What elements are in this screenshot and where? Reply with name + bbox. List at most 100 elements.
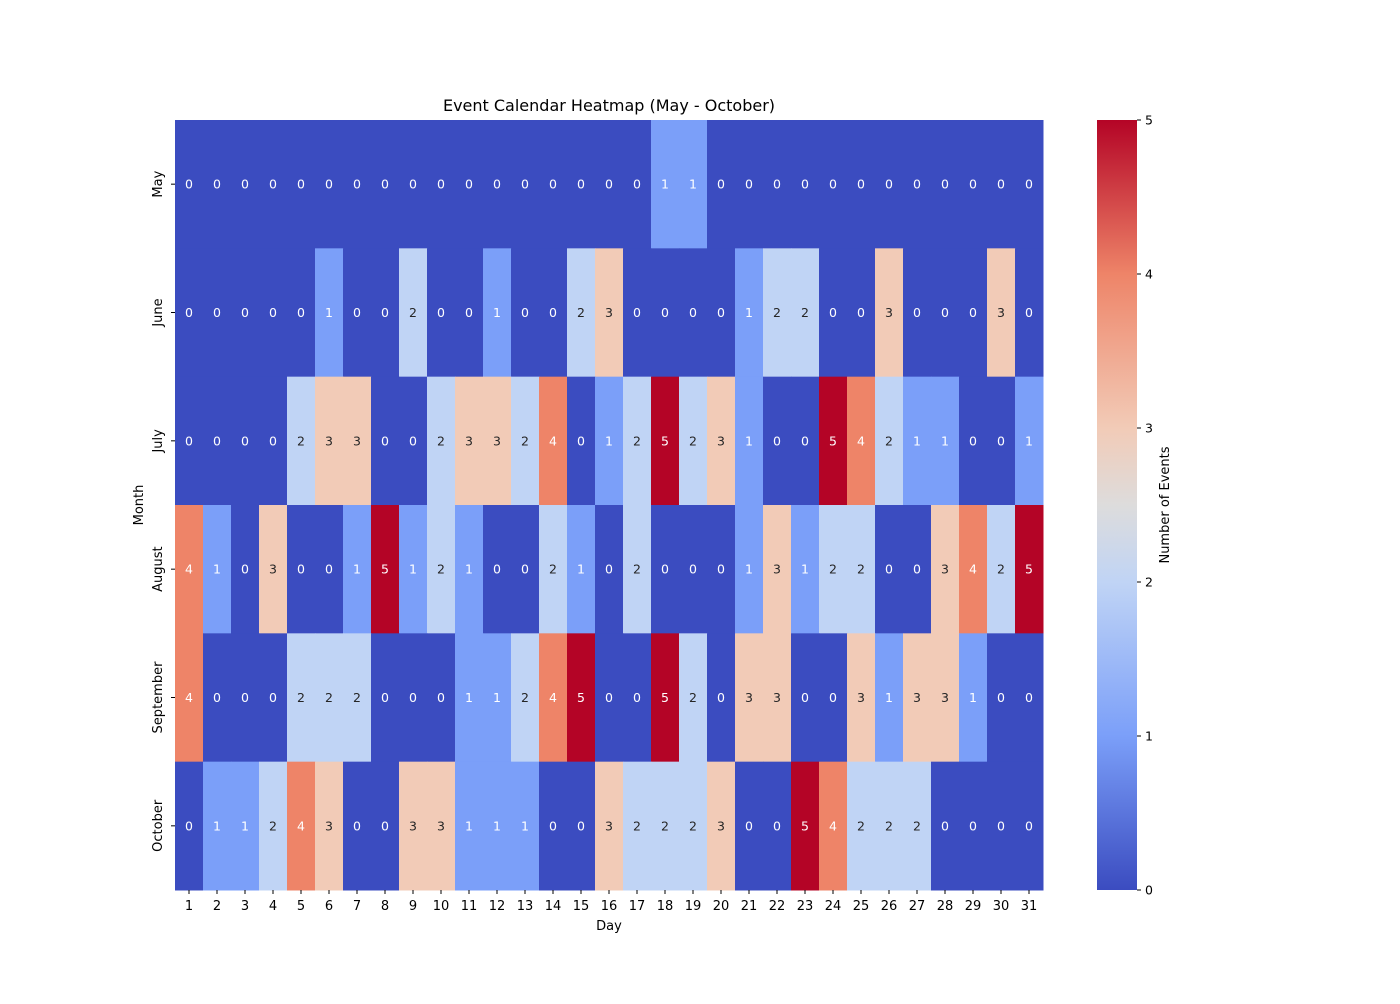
x-tick-label: 28: [937, 899, 954, 914]
heatmap-cell: [343, 376, 372, 506]
heatmap-cell: [539, 633, 568, 763]
cell-annotation: 0: [997, 177, 1005, 192]
cell-annotation: 0: [633, 690, 641, 705]
heatmap-cell: [595, 120, 624, 249]
cell-annotation: 3: [941, 562, 949, 577]
cell-annotation: 0: [997, 690, 1005, 705]
cell-annotation: 0: [885, 177, 893, 192]
heatmap-cell: [427, 761, 456, 891]
heatmap-cell: [679, 120, 708, 249]
heatmap-cell: [791, 376, 820, 506]
cell-annotation: 5: [1025, 562, 1033, 577]
heatmap-cell: [1015, 761, 1044, 891]
cell-annotation: 0: [913, 562, 921, 577]
heatmap-cell: [259, 248, 288, 378]
x-tick-label: 15: [573, 899, 590, 914]
heatmap-cell: [987, 761, 1016, 891]
heatmap-cell: [315, 505, 344, 634]
heatmap-cell: [455, 761, 484, 891]
heatmap-cell: [931, 761, 960, 891]
heatmap-cell: [539, 376, 568, 506]
cell-annotation: 1: [493, 690, 501, 705]
cell-annotation: 2: [997, 562, 1005, 577]
heatmap-cell: [259, 761, 288, 891]
cell-annotation: 4: [549, 433, 557, 448]
heatmap-cell: [931, 120, 960, 249]
cell-annotation: 3: [717, 433, 725, 448]
x-tick-label: 21: [741, 899, 758, 914]
heatmap-cell: [763, 120, 792, 249]
cell-annotation: 1: [325, 305, 333, 320]
cell-annotation: 3: [409, 818, 417, 833]
heatmap-cell: [987, 248, 1016, 378]
heatmap-cell: [231, 376, 260, 506]
cell-annotation: 0: [493, 177, 501, 192]
cell-annotation: 4: [297, 818, 305, 833]
cell-annotation: 4: [829, 818, 837, 833]
cell-annotation: 0: [969, 433, 977, 448]
heatmap-cell: [931, 505, 960, 634]
cell-annotation: 4: [549, 690, 557, 705]
cell-annotation: 0: [605, 177, 613, 192]
heatmap-cell: [679, 633, 708, 763]
heatmap-cell: [903, 505, 932, 634]
heatmap-cell: [959, 376, 988, 506]
cell-annotation: 2: [829, 562, 837, 577]
heatmap-cell: [259, 376, 288, 506]
cell-annotation: 0: [353, 818, 361, 833]
colorbar-tick-label: 1: [1145, 729, 1153, 744]
x-tick-label: 7: [353, 899, 361, 914]
cell-annotation: 2: [661, 818, 669, 833]
cell-annotation: 0: [969, 177, 977, 192]
cell-annotation: 1: [213, 818, 221, 833]
x-tick-label: 4: [269, 899, 277, 914]
heatmap-cell: [539, 505, 568, 634]
cell-annotation: 0: [521, 305, 529, 320]
cell-annotation: 3: [325, 818, 333, 833]
cell-annotation: 2: [269, 818, 277, 833]
cell-annotation: 1: [745, 433, 753, 448]
cell-annotation: 0: [381, 305, 389, 320]
cell-annotation: 0: [717, 305, 725, 320]
colorbar-tick-label: 4: [1145, 267, 1153, 282]
cell-annotation: 2: [549, 562, 557, 577]
heatmap-cell: [903, 248, 932, 378]
heatmap-cell: [287, 120, 316, 249]
heatmap-cell: [875, 761, 904, 891]
heatmap-cell: [763, 505, 792, 634]
cell-annotation: 0: [381, 177, 389, 192]
heatmap-cell: [679, 505, 708, 634]
heatmap-cell: [315, 761, 344, 891]
heatmap-cell: [399, 376, 428, 506]
cell-annotation: 2: [297, 433, 305, 448]
heatmap-cell: [903, 633, 932, 763]
heatmap-cell: [987, 376, 1016, 506]
cell-annotation: 0: [717, 177, 725, 192]
heatmap-cell: [511, 761, 540, 891]
cell-annotation: 0: [969, 305, 977, 320]
cell-annotation: 0: [465, 305, 473, 320]
cell-annotation: 4: [857, 433, 865, 448]
heatmap-cell: [455, 120, 484, 249]
heatmap-cell: [399, 505, 428, 634]
heatmap-cell: [679, 248, 708, 378]
heatmap-cell: [483, 761, 512, 891]
heatmap-cell: [987, 633, 1016, 763]
x-tick-label: 24: [825, 899, 842, 914]
cell-annotation: 0: [241, 690, 249, 705]
cell-annotation: 0: [185, 818, 193, 833]
cell-annotation: 0: [213, 177, 221, 192]
cell-annotation: 5: [801, 818, 809, 833]
cell-annotation: 1: [1025, 433, 1033, 448]
cell-annotation: 2: [913, 818, 921, 833]
heatmap-cell: [399, 633, 428, 763]
cell-annotation: 0: [353, 177, 361, 192]
heatmap-cell: [847, 761, 876, 891]
y-tick-label: October: [151, 799, 166, 852]
heatmap-cell: [399, 761, 428, 891]
cell-annotation: 1: [913, 433, 921, 448]
heatmap-cell: [847, 633, 876, 763]
heatmap-cell: [567, 376, 596, 506]
heatmap-cell: [567, 633, 596, 763]
heatmap-cell: [931, 633, 960, 763]
